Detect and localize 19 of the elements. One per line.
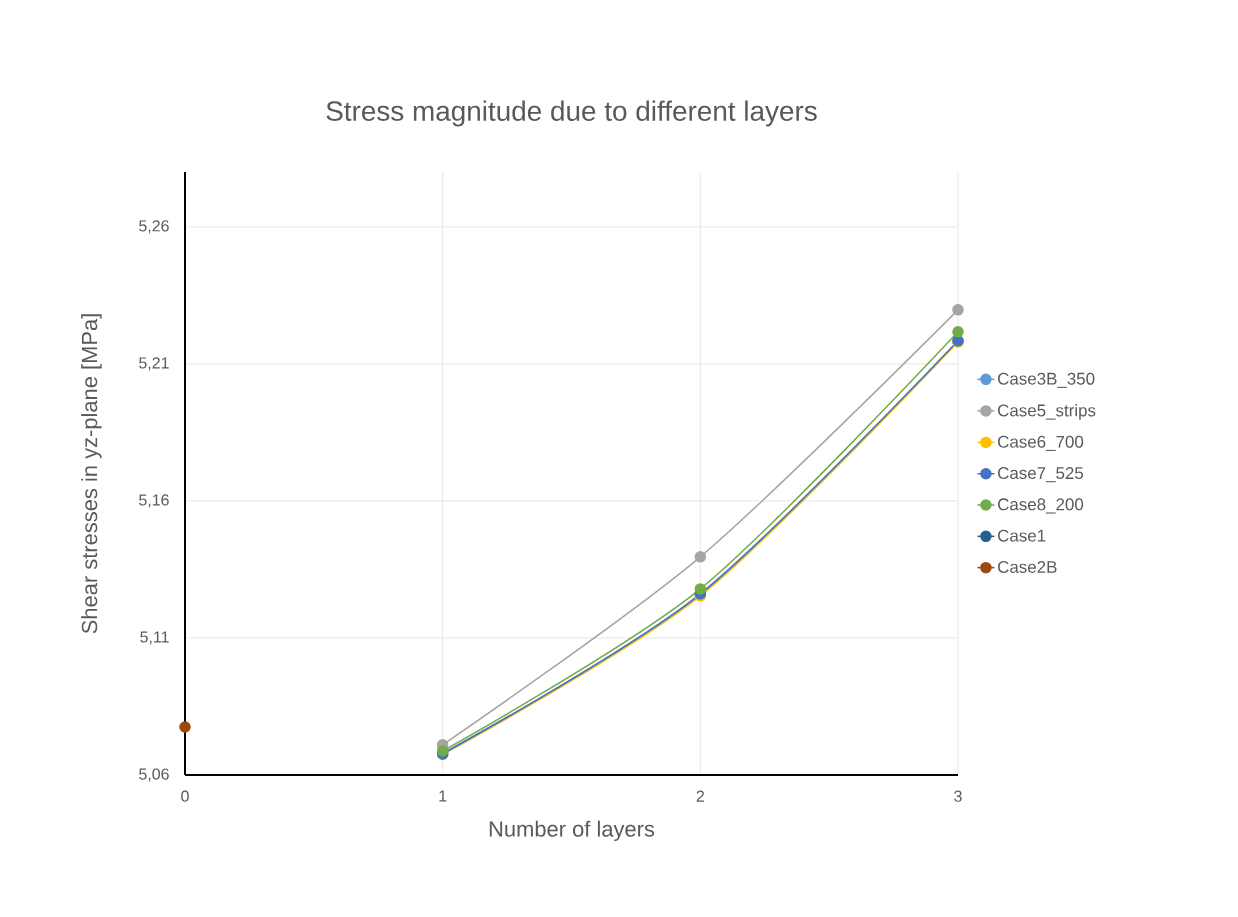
y-tick-label: 5,06 (139, 768, 169, 782)
legend-label: Case7_525 (998, 467, 1084, 483)
legend-label: Case8_200 (998, 498, 1084, 514)
legend-label: Case5_strips (998, 404, 1096, 420)
y-tick-label: 5,26 (139, 220, 169, 234)
x-tick-label: 2 (696, 790, 704, 802)
chart-title: Stress magnitude due to different layers (326, 100, 817, 127)
x-axis-title: Number of layers (489, 820, 655, 842)
x-tick-label: 3 (954, 790, 962, 802)
x-tick-label: 0 (181, 790, 189, 802)
y-axis-title: Shear stresses in yz-plane [MPa] (81, 314, 102, 634)
y-tick-label: 5,11 (140, 631, 169, 645)
legend-label: Case2B (998, 560, 1057, 573)
legend-label: Case1 (998, 529, 1046, 542)
y-tick-label: 5,21 (139, 357, 169, 371)
legend-label: Case6_700 (998, 435, 1084, 451)
y-tick-label: 5,16 (139, 494, 169, 508)
x-tick-label: 1 (439, 790, 447, 802)
legend-label: Case3B_350 (998, 372, 1095, 388)
